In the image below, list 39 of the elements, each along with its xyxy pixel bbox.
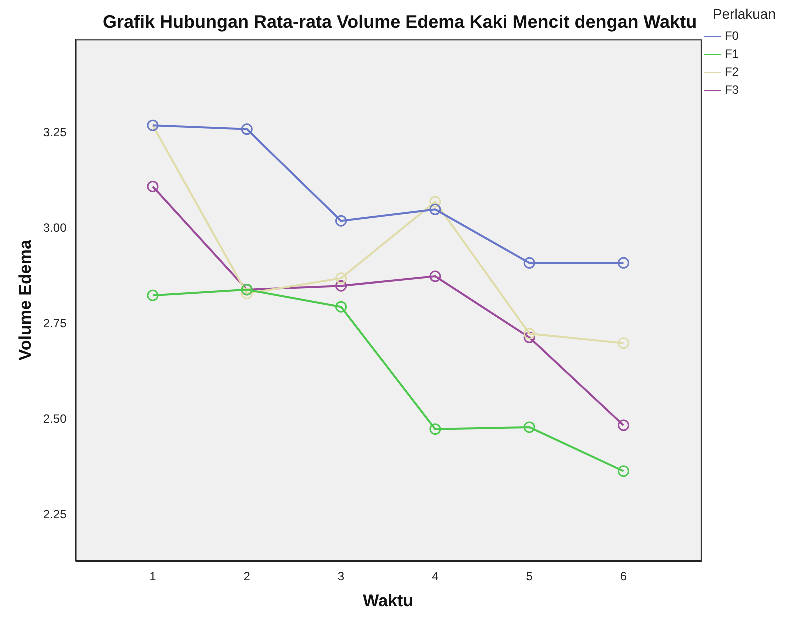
- legend-title: Perlakuan: [712, 6, 776, 22]
- y-tick-label: 2.75: [43, 316, 68, 331]
- x-tick-label: 2: [244, 570, 251, 584]
- point: [147, 180, 159, 192]
- x-axis-title: Waktu: [363, 591, 414, 610]
- point: [524, 328, 536, 340]
- x-tick-label: 1: [150, 570, 157, 584]
- point: [430, 196, 442, 208]
- point: [336, 280, 348, 292]
- point: [336, 215, 348, 227]
- point: [241, 288, 253, 300]
- legend-label: F2: [724, 65, 740, 80]
- legend-label: F3: [724, 83, 740, 98]
- y-tick-label: 2.25: [43, 508, 68, 522]
- legend-label: F1: [724, 47, 740, 62]
- point: [336, 272, 348, 284]
- x-tick-label: 5: [526, 570, 534, 584]
- y-tick-label: 2.50: [43, 412, 68, 426]
- point: [618, 466, 630, 478]
- x-tick-label: 4: [432, 570, 440, 584]
- point: [618, 420, 630, 432]
- point: [430, 270, 442, 282]
- point: [524, 422, 536, 434]
- point: [430, 204, 442, 216]
- point: [618, 338, 630, 350]
- chart-title: Grafik Hubungan Rata-rata Volume Edema Kaki Mencit dengan Waktu: [102, 12, 698, 32]
- x-tick-label: 6: [620, 570, 628, 584]
- point: [524, 332, 536, 344]
- point: [241, 124, 253, 136]
- y-tick-label: 3.25: [43, 126, 68, 140]
- point: [336, 301, 348, 313]
- y-tick-label: 3.00: [43, 221, 68, 236]
- point: [147, 290, 159, 302]
- point: [618, 257, 630, 269]
- x-tick-label: 3: [338, 570, 345, 584]
- point: [524, 257, 536, 269]
- y-axis-title: Volume Edema: [16, 240, 35, 361]
- legend-label: F0: [724, 29, 740, 44]
- point: [430, 424, 442, 436]
